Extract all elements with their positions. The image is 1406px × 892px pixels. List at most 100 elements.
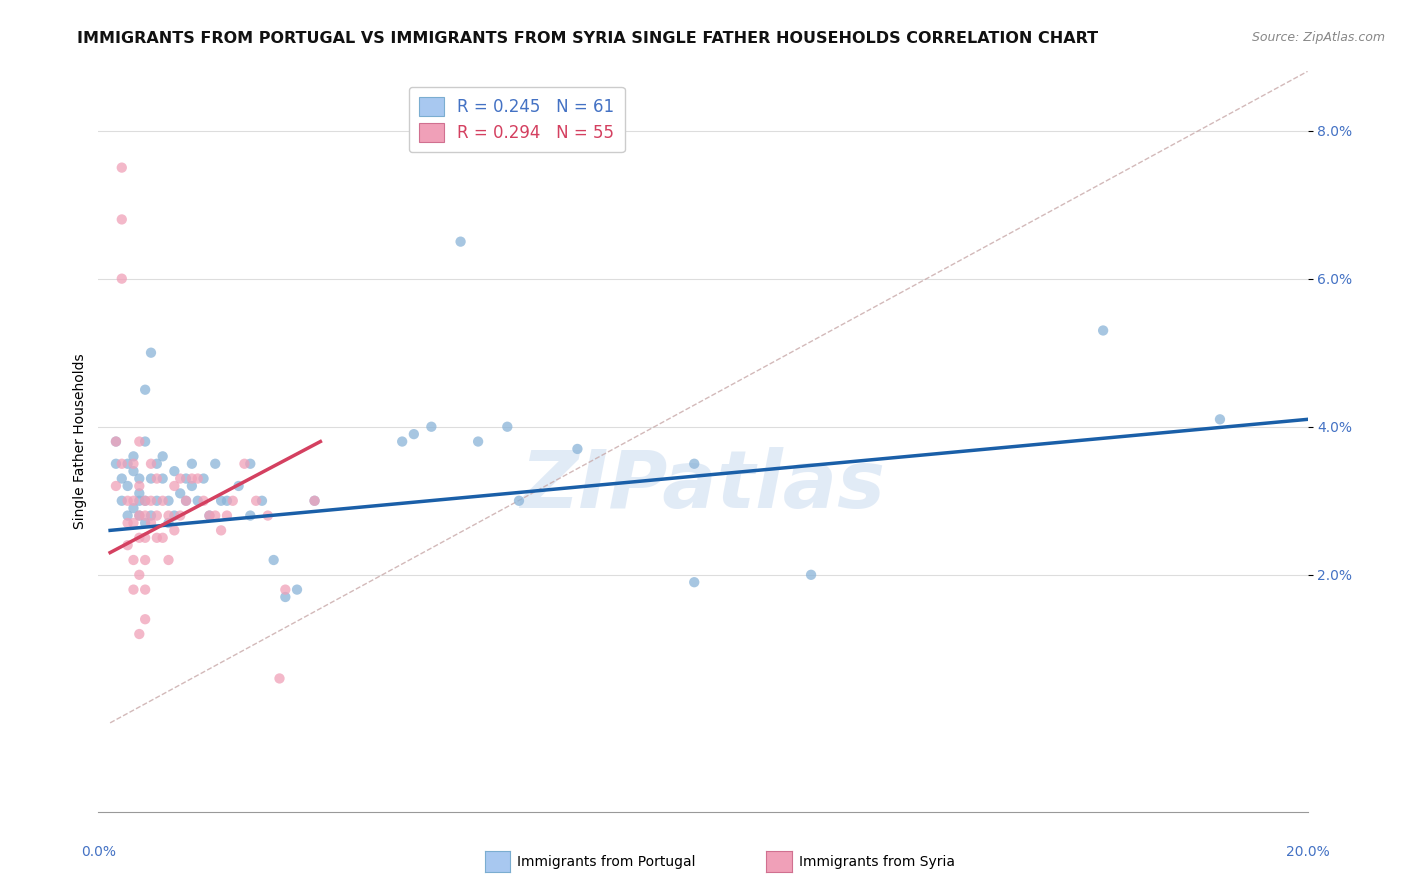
Point — [174, 493, 197, 508]
Point — [233, 457, 256, 471]
Point — [134, 434, 156, 449]
Point — [139, 345, 162, 359]
Point — [117, 508, 139, 523]
Point — [146, 508, 169, 523]
Text: IMMIGRANTS FROM PORTUGAL VS IMMIGRANTS FROM SYRIA SINGLE FATHER HOUSEHOLDS CORRE: IMMIGRANTS FROM PORTUGAL VS IMMIGRANTS F… — [77, 31, 1098, 46]
Point — [228, 479, 250, 493]
Point — [193, 493, 215, 508]
Text: Immigrants from Syria: Immigrants from Syria — [799, 855, 955, 869]
Point — [146, 493, 169, 508]
Point — [204, 508, 226, 523]
Point — [180, 479, 202, 493]
Point — [163, 524, 186, 538]
Point — [128, 493, 150, 508]
Point — [198, 508, 221, 523]
Point — [169, 471, 191, 485]
Point — [111, 493, 134, 508]
Point — [285, 582, 308, 597]
Point — [496, 419, 519, 434]
Point — [128, 508, 150, 523]
Point — [122, 516, 145, 530]
Point — [111, 457, 134, 471]
Point — [508, 493, 530, 508]
Point — [152, 450, 174, 464]
Y-axis label: Single Father Households: Single Father Households — [73, 354, 87, 529]
Point — [204, 457, 226, 471]
Point — [117, 457, 139, 471]
Point — [157, 493, 180, 508]
Point — [111, 471, 134, 485]
Point — [122, 582, 145, 597]
Point — [157, 508, 180, 523]
Legend: R = 0.245   N = 61, R = 0.294   N = 55: R = 0.245 N = 61, R = 0.294 N = 55 — [409, 87, 624, 153]
Text: Immigrants from Portugal: Immigrants from Portugal — [517, 855, 696, 869]
Point — [157, 553, 180, 567]
Point — [391, 434, 413, 449]
Point — [139, 516, 162, 530]
Point — [104, 457, 127, 471]
Point — [193, 471, 215, 485]
Point — [128, 471, 150, 485]
Point — [134, 383, 156, 397]
Point — [111, 161, 134, 175]
Point — [263, 553, 285, 567]
Point — [122, 450, 145, 464]
Point — [245, 493, 267, 508]
Point — [800, 567, 823, 582]
Point — [128, 434, 150, 449]
Point — [104, 479, 127, 493]
Point — [122, 457, 145, 471]
Point — [174, 471, 197, 485]
Point — [139, 493, 162, 508]
Point — [269, 672, 291, 686]
Point — [117, 479, 139, 493]
Point — [152, 531, 174, 545]
Point — [274, 590, 297, 604]
Point — [215, 508, 238, 523]
Point — [163, 464, 186, 478]
Point — [146, 471, 169, 485]
Point — [187, 493, 209, 508]
Point — [567, 442, 589, 456]
Point — [122, 493, 145, 508]
Point — [111, 212, 134, 227]
Point — [128, 531, 150, 545]
Point — [163, 508, 186, 523]
Point — [134, 516, 156, 530]
Point — [122, 501, 145, 516]
Point — [128, 479, 150, 493]
Point — [1209, 412, 1232, 426]
Text: ZIPatlas: ZIPatlas — [520, 447, 886, 525]
Point — [187, 471, 209, 485]
Point — [139, 457, 162, 471]
Point — [146, 457, 169, 471]
Point — [134, 531, 156, 545]
Point — [250, 493, 273, 508]
Point — [152, 493, 174, 508]
Point — [128, 627, 150, 641]
Point — [134, 493, 156, 508]
Point — [467, 434, 489, 449]
Point — [215, 493, 238, 508]
Point — [174, 493, 197, 508]
Text: Source: ZipAtlas.com: Source: ZipAtlas.com — [1251, 31, 1385, 45]
Point — [134, 493, 156, 508]
Point — [117, 516, 139, 530]
Point — [139, 471, 162, 485]
Point — [274, 582, 297, 597]
Point — [128, 508, 150, 523]
Point — [304, 493, 326, 508]
Point — [128, 567, 150, 582]
Point — [180, 471, 202, 485]
Point — [134, 582, 156, 597]
Point — [104, 434, 127, 449]
Point — [122, 553, 145, 567]
Point — [420, 419, 443, 434]
Point — [402, 427, 425, 442]
Point — [104, 434, 127, 449]
Text: 0.0%: 0.0% — [82, 845, 115, 859]
Point — [222, 493, 245, 508]
Point — [209, 493, 232, 508]
Point — [198, 508, 221, 523]
Point — [122, 464, 145, 478]
